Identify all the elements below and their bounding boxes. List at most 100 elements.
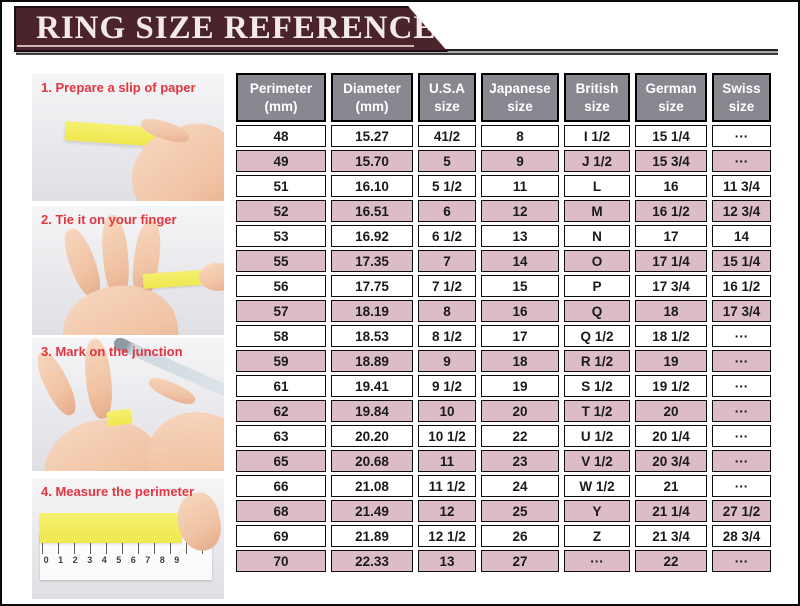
column-header: U.S.A size (418, 73, 476, 123)
table-cell: 56 (236, 275, 326, 298)
table-cell: 58 (236, 325, 326, 348)
table-cell: Q (564, 300, 630, 323)
hand-image (137, 401, 224, 471)
table-cell: 16.10 (331, 175, 413, 198)
table-cell: 61 (236, 375, 326, 398)
step-3-label: 3. Mark on the junction (41, 344, 183, 359)
table-cell: 27 (481, 550, 559, 573)
table-cell: 23 (481, 450, 559, 473)
table-cell: 57 (236, 300, 326, 323)
table-cell: 17 3/4 (712, 300, 771, 323)
table-cell: 7 1/2 (418, 275, 476, 298)
table-row: 58 18.53 8 1/2 17 Q 1/2 18 1/2 ··· (236, 325, 771, 348)
table-row: 51 16.10 5 1/2 11 L 16 11 3/4 (236, 175, 771, 198)
table-row: 52 16.51 6 12 M 16 1/2 12 3/4 (236, 200, 771, 223)
title-banner: RING SIZE REFERENCE (14, 6, 448, 52)
table-cell: 9 (418, 350, 476, 373)
table-cell: 48 (236, 125, 326, 148)
table-cell: 10 (418, 400, 476, 423)
table-row: 53 16.92 6 1/2 13 N 17 14 (236, 225, 771, 248)
column-header: Diameter (mm) (331, 73, 413, 123)
table-cell: 19 1/2 (635, 375, 707, 398)
table-cell: 18.19 (331, 300, 413, 323)
table-cell: 53 (236, 225, 326, 248)
table-cell: ··· (712, 425, 771, 448)
table-cell: 16.51 (331, 200, 413, 223)
table-cell: T 1/2 (564, 400, 630, 423)
table-cell: 19.41 (331, 375, 413, 398)
table-cell: 16 (481, 300, 559, 323)
table-cell: 6 (418, 200, 476, 223)
table-cell: 21.49 (331, 500, 413, 523)
table-row: 49 15.70 5 9 J 1/2 15 3/4 ··· (236, 150, 771, 173)
table-cell: 66 (236, 475, 326, 498)
table-cell: 63 (236, 425, 326, 448)
paper-slip-image (39, 513, 182, 544)
table-cell: 28 3/4 (712, 525, 771, 548)
table-cell: 11 (418, 450, 476, 473)
table-cell: 18 1/2 (635, 325, 707, 348)
table-cell: 13 (418, 550, 476, 573)
step-4-label: 4. Measure the perimeter (41, 484, 195, 499)
table-cell: 55 (236, 250, 326, 273)
banner-stripe (17, 45, 414, 47)
table-cell: 22 (481, 425, 559, 448)
step-4-card: 4. Measure the perimeter 0 1 2 3 4 5 6 7… (32, 478, 224, 599)
table-cell: P (564, 275, 630, 298)
table-cell: 21.89 (331, 525, 413, 548)
table-cell: 19 (481, 375, 559, 398)
table-cell: 21 (635, 475, 707, 498)
table-cell: 18.89 (331, 350, 413, 373)
table-cell: 52 (236, 200, 326, 223)
table-cell: V 1/2 (564, 450, 630, 473)
table-cell: ··· (712, 450, 771, 473)
table-cell: 20.20 (331, 425, 413, 448)
fingertip-image (199, 262, 224, 292)
table-cell: 20 (635, 400, 707, 423)
table-cell: 8 1/2 (418, 325, 476, 348)
table-cell: 17 (635, 225, 707, 248)
table-cell: 14 (712, 225, 771, 248)
column-header: Perimeter (mm) (236, 73, 326, 123)
ruler-numbers: 0 1 2 3 4 5 6 7 8 9 (43, 555, 180, 566)
table-row: 48 15.27 41/2 8 I 1/2 15 1/4 ··· (236, 125, 771, 148)
table-cell: 16 1/2 (635, 200, 707, 223)
table-cell: 15 1/4 (712, 250, 771, 273)
table-cell: 49 (236, 150, 326, 173)
step-1-label: 1. Prepare a slip of paper (41, 80, 196, 95)
table-cell: 19.84 (331, 400, 413, 423)
table-cell: 70 (236, 550, 326, 573)
table-cell: 17.35 (331, 250, 413, 273)
table-cell: 12 (418, 500, 476, 523)
table-header-row: Perimeter (mm) Diameter (mm) U.S.A size Japane… (236, 73, 771, 123)
table-cell: M (564, 200, 630, 223)
step-3-card: 3. Mark on the junction (32, 338, 224, 471)
table-cell: 10 1/2 (418, 425, 476, 448)
table-cell: 14 (481, 250, 559, 273)
table-cell: Q 1/2 (564, 325, 630, 348)
table-cell: 11 (481, 175, 559, 198)
table-cell: 22 (635, 550, 707, 573)
table-row: 62 19.84 10 20 T 1/2 20 ··· (236, 400, 771, 423)
step-2-label: 2. Tie it on your finger (41, 212, 177, 227)
table-cell: ··· (712, 375, 771, 398)
table-cell: Y (564, 500, 630, 523)
table-cell: 6 1/2 (418, 225, 476, 248)
table-cell: 7 (418, 250, 476, 273)
table-cell: 15 1/4 (635, 125, 707, 148)
table-cell: 18 (481, 350, 559, 373)
table-cell: 18.53 (331, 325, 413, 348)
table-cell: 11 1/2 (418, 475, 476, 498)
table-cell: 15.70 (331, 150, 413, 173)
table-cell: 20 1/4 (635, 425, 707, 448)
table-cell: Z (564, 525, 630, 548)
table-cell: 15 (481, 275, 559, 298)
table-cell: 16 (635, 175, 707, 198)
table-row: 68 21.49 12 25 Y 21 1/4 27 1/2 (236, 500, 771, 523)
table-cell: ··· (712, 475, 771, 498)
table-cell: ··· (564, 550, 630, 573)
table-cell: 9 1/2 (418, 375, 476, 398)
column-header: British size (564, 73, 630, 123)
ring-size-table: Perimeter (mm) Diameter (mm) U.S.A size Japane… (231, 70, 776, 575)
